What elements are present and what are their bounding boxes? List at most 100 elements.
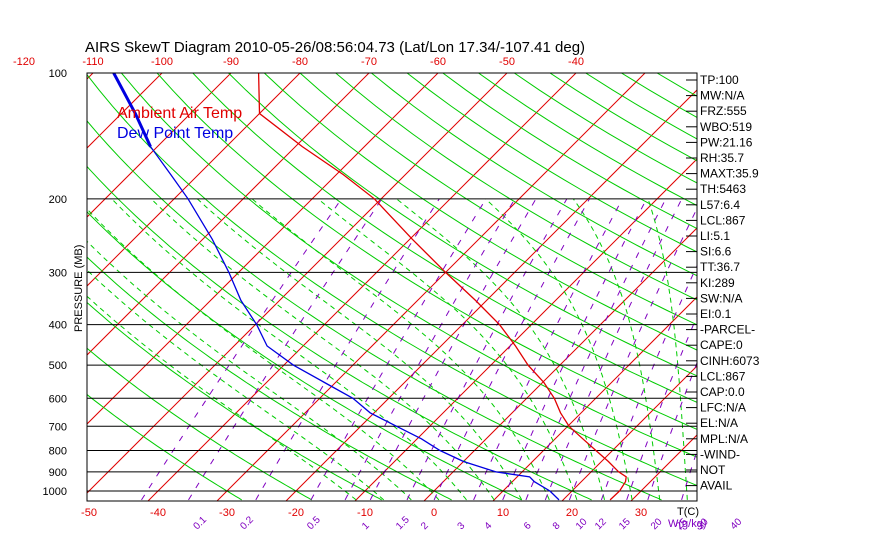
bottom-temp-tick-label: -40: [150, 507, 166, 519]
index-label: AVAIL: [700, 479, 733, 493]
mixing-ratio-tick-label: 8: [551, 520, 563, 532]
top-temp-tick-label: -90: [223, 56, 239, 68]
bottom-temp-tick-label: -30: [219, 507, 235, 519]
dry-adiabat-line: [263, 73, 697, 351]
mixing-ratio-line: [188, 198, 383, 501]
isotherm-line: [838, 73, 870, 501]
sounding-curves: [112, 73, 627, 501]
mixing-ratio-line: [433, 198, 590, 501]
bottom-temp-tick-label: 10: [497, 507, 509, 519]
mixing-ratio-line: [600, 264, 697, 501]
dry-adiabat-line: [406, 73, 697, 253]
mixing-ratio-line: [473, 198, 623, 501]
mixing-ratio-tick-label: 40: [729, 516, 745, 532]
dry-adiabat-line: [514, 73, 697, 184]
moist-adiabat-line: [150, 198, 495, 501]
pressure-tick-label: 800: [49, 445, 67, 457]
top-temp-tick-label: -60: [430, 56, 446, 68]
isotherm-line: [147, 73, 577, 501]
index-label: -PARCEL-: [700, 323, 755, 337]
pressure-tick-label: 600: [49, 393, 67, 405]
mixing-ratio-line: [502, 198, 648, 501]
mixing-ratio-tick-label: 1: [360, 520, 372, 532]
dry-adiabat-line: [87, 256, 452, 501]
index-label: CINH:6073: [700, 354, 760, 368]
dry-adiabat-line: [656, 73, 697, 97]
x-axis-label: T(C): [677, 506, 699, 518]
top-temp-tick-label: -50: [499, 56, 515, 68]
isotherm-line: [423, 227, 697, 501]
isotherm-line: [87, 73, 508, 494]
index-label: KI:289: [700, 276, 735, 290]
pressure-tick-label: 100: [49, 68, 67, 80]
mixing-ratio-tick-label: 12: [593, 516, 609, 532]
dry-adiabat-line: [228, 73, 697, 377]
mixing-ratio-tick-label: 1.5: [394, 514, 412, 532]
top-temp-tick-label: -120: [13, 56, 35, 68]
dewpoint-profile-line: [113, 73, 560, 501]
dry-adiabat-line: [192, 73, 697, 403]
index-label: MW:N/A: [700, 89, 744, 103]
index-label: LCL:867: [700, 369, 746, 383]
mixing-ratio-line: [255, 198, 440, 501]
moist-adiabat-line: [87, 240, 412, 501]
index-label: TP:100: [700, 73, 739, 87]
moist-adiabat-line: [485, 198, 633, 500]
isotherm-line: [87, 73, 439, 425]
dry-adiabat-line: [299, 73, 697, 326]
dry-adiabat-line: [87, 347, 312, 501]
top-temp-tick-label: -40: [568, 56, 584, 68]
top-temp-tick-labels: -120 -110 -100 -90 -80 -70 -60 -50 -40: [13, 56, 584, 68]
pressure-tick-label: 700: [49, 421, 67, 433]
legend: Ambient Air Temp Dew Point Temp: [117, 105, 242, 142]
dewpoint-upper-segment: [112, 73, 152, 148]
mixing-ratio-line: [406, 198, 568, 501]
isotherm-line: [87, 73, 301, 287]
dry-adiabat-line: [87, 393, 242, 501]
legend-dew-point-temp: Dew Point Temp: [117, 125, 233, 142]
index-label: EI:0.1: [700, 307, 732, 321]
isotherm-line: [87, 73, 163, 149]
index-label: L57:6.4: [700, 198, 740, 212]
mixing-ratio-tick-label: 0.2: [238, 514, 256, 532]
bottom-temp-tick-label: -50: [81, 507, 97, 519]
index-label: RH:35.7: [700, 151, 744, 165]
moist-adiabat-line: [196, 198, 523, 501]
isotherm-line: [87, 73, 232, 218]
top-temp-tick-label: -70: [361, 56, 377, 68]
legend-ambient-air-temp: Ambient Air Temp: [117, 105, 242, 122]
mixing-ratio-line: [310, 198, 487, 501]
mixing-ratio-tick-label: 0.5: [305, 514, 323, 532]
dry-adiabat-line: [87, 211, 522, 501]
top-temp-tick-label: -100: [151, 56, 173, 68]
index-label: -WIND-: [700, 447, 740, 461]
isotherm-line: [0, 73, 24, 501]
index-label: MAXT:35.9: [700, 167, 759, 181]
index-label: EL:N/A: [700, 416, 738, 430]
bottom-temp-tick-label: -20: [288, 507, 304, 519]
index-label: TH:5463: [700, 182, 746, 196]
index-label: TT:36.7: [700, 260, 740, 274]
index-label: CAPE:0: [700, 338, 743, 352]
mixing-ratio-line: [369, 198, 537, 501]
mixing-ratio-axis-label: W(g/kg): [668, 518, 707, 530]
moist-adiabat-line: [111, 198, 467, 501]
moist-adiabat-line: [396, 198, 605, 501]
isotherm-line: [216, 73, 646, 501]
index-label: SW:N/A: [700, 291, 742, 305]
mixing-ratio-tick-label: 3: [456, 520, 468, 532]
mixing-ratio-line: [344, 198, 516, 501]
isotherm-line: [492, 296, 697, 501]
bottom-temp-tick-labels: -50 -40 -30 -20 -10 0 10 20 30: [81, 507, 647, 519]
index-label: WBO:519: [700, 120, 752, 134]
isotherm-line: [87, 73, 370, 356]
mixing-ratio-line: [647, 361, 697, 501]
dry-adiabat-line: [87, 165, 592, 501]
mixing-ratio-tick-label: 0.1: [191, 514, 209, 532]
mixing-ratio-line: [141, 198, 342, 501]
top-temp-tick-label: -80: [292, 56, 308, 68]
temperature-profile-line: [257, 73, 627, 501]
bottom-temp-tick-label: 0: [431, 507, 437, 519]
